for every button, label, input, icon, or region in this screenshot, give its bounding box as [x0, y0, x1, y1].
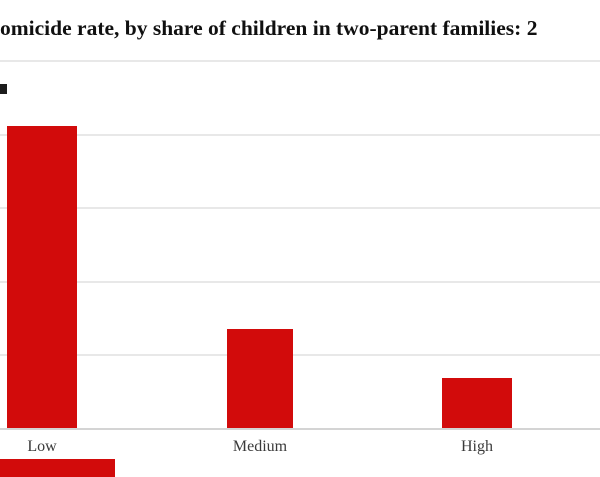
- legend-swatch-fragment: [0, 459, 115, 477]
- gridline: [0, 133, 600, 136]
- gridline: [0, 354, 600, 357]
- gridline: [0, 60, 600, 62]
- x-axis-label-high: High: [461, 438, 493, 455]
- y-axis-label-fragment: [0, 84, 7, 94]
- bar-medium: [227, 328, 293, 428]
- x-axis-label-medium: Medium: [232, 438, 288, 455]
- gridline: [0, 207, 600, 210]
- x-axis-line: [0, 428, 600, 430]
- chart-title: omicide rate, by share of children in tw…: [0, 16, 538, 40]
- x-axis-label-low: Low: [27, 438, 57, 455]
- plot-area: [0, 60, 600, 477]
- bar-low: [7, 126, 77, 428]
- gridline: [0, 280, 600, 283]
- bar-high: [442, 377, 512, 428]
